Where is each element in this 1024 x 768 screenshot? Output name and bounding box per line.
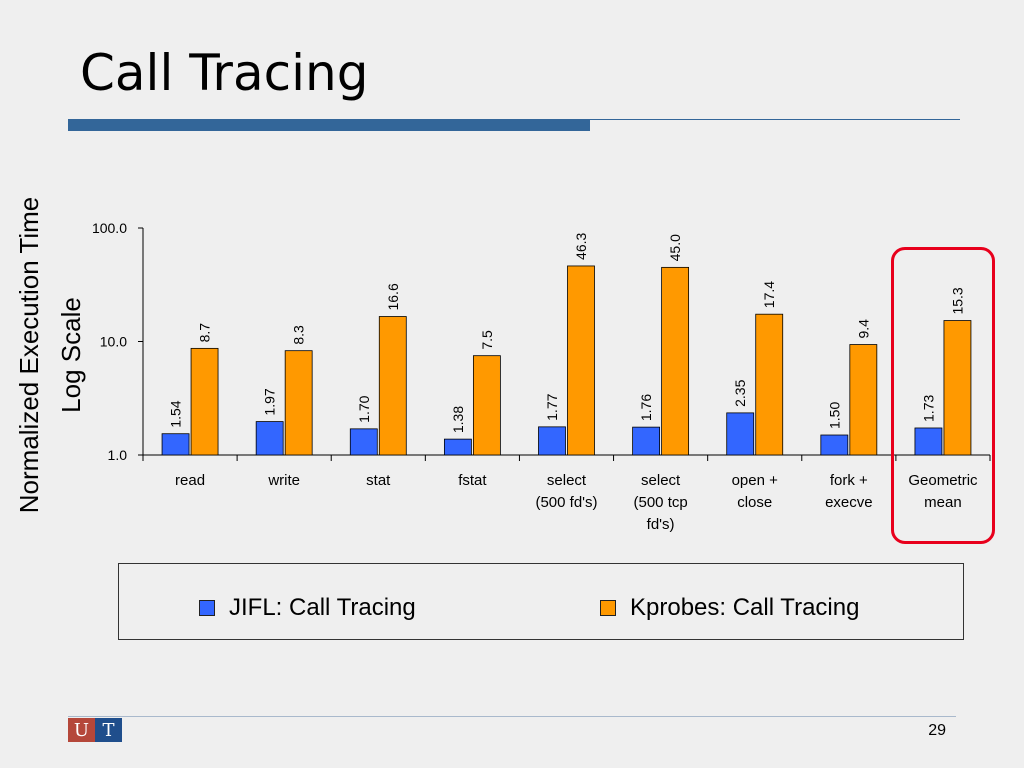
data-label: 45.0	[667, 234, 683, 261]
title-underline-rule	[590, 119, 960, 120]
logo-right-letter: T	[95, 718, 122, 742]
bar-kprobes	[472, 355, 501, 456]
x-category-label: mean	[924, 494, 962, 511]
x-category-label: write	[267, 472, 300, 489]
y-tick-label: 100.0	[92, 220, 127, 236]
x-category-label: close	[737, 494, 772, 511]
bar-jifl	[914, 427, 943, 456]
legend-label-kprobes: Kprobes: Call Tracing	[630, 594, 860, 621]
data-label: 16.6	[385, 283, 401, 310]
data-label: 1.76	[638, 394, 654, 421]
bar-kprobes	[284, 350, 313, 456]
bar-jifl	[632, 426, 661, 456]
page-number: 29	[928, 722, 946, 739]
logo-left-letter: U	[68, 718, 95, 742]
x-category-label: (500 tcp	[634, 494, 688, 511]
x-category-label: fstat	[458, 472, 487, 489]
data-label: 7.5	[479, 330, 495, 350]
x-category-label: fd's)	[647, 516, 675, 533]
bar-jifl	[255, 421, 284, 456]
data-label: 46.3	[573, 232, 589, 259]
chart-legend: JIFL: Call Tracing Kprobes: Call Tracing	[118, 563, 964, 640]
data-label: 1.77	[544, 393, 560, 420]
bar-jifl	[726, 412, 755, 456]
bar-kprobes	[661, 266, 690, 456]
data-label: 8.7	[197, 323, 213, 343]
data-label: 2.35	[732, 379, 748, 406]
x-category-label: fork +	[830, 472, 868, 489]
legend-item-jifl: JIFL: Call Tracing	[199, 594, 416, 622]
data-label: 1.50	[826, 402, 842, 429]
data-label: 15.3	[949, 287, 965, 314]
data-label: 1.54	[168, 400, 184, 427]
y-axis-label: Normalized Execution Time	[14, 197, 44, 513]
data-label: 1.97	[262, 388, 278, 415]
data-label: 8.3	[291, 325, 307, 345]
data-label: 17.4	[761, 281, 777, 308]
x-category-label: select	[641, 472, 681, 489]
legend-swatch-kprobes	[600, 600, 616, 616]
y-tick-label: 10.0	[100, 334, 127, 350]
y-tick-label: 1.0	[108, 447, 128, 463]
legend-item-kprobes: Kprobes: Call Tracing	[600, 594, 859, 622]
data-label: 1.38	[450, 406, 466, 433]
data-label: 9.4	[855, 319, 871, 339]
bar-kprobes	[567, 265, 595, 456]
bar-kprobes	[378, 316, 407, 456]
bar-kprobes	[849, 344, 878, 456]
bar-kprobes	[943, 320, 972, 456]
bar-kprobes	[190, 347, 219, 456]
title-underline-bar	[68, 119, 590, 131]
slide-title: Call Tracing	[80, 44, 369, 102]
legend-swatch-jifl	[199, 600, 215, 616]
bar-kprobes	[755, 313, 784, 456]
bar-jifl	[349, 428, 378, 456]
footer-rule	[68, 716, 956, 717]
data-label: 1.70	[356, 395, 372, 422]
x-category-label: select	[547, 472, 587, 489]
bar-jifl	[538, 426, 566, 456]
bar-jifl	[161, 433, 190, 456]
university-logo: U T	[68, 718, 122, 742]
x-category-label: read	[175, 472, 205, 489]
legend-label-jifl: JIFL: Call Tracing	[229, 594, 416, 621]
x-category-label: stat	[366, 472, 391, 489]
x-category-label: open +	[732, 472, 779, 489]
x-category-label: execve	[825, 494, 873, 511]
x-category-label: (500 fd's)	[535, 494, 597, 511]
bar-jifl	[443, 438, 472, 456]
bar-jifl	[820, 434, 849, 456]
x-category-label: Geometric	[908, 472, 978, 489]
data-label: 1.73	[920, 395, 936, 422]
geometric-mean-highlight	[891, 247, 995, 544]
y-axis-label-line2: Log Scale	[56, 297, 86, 413]
